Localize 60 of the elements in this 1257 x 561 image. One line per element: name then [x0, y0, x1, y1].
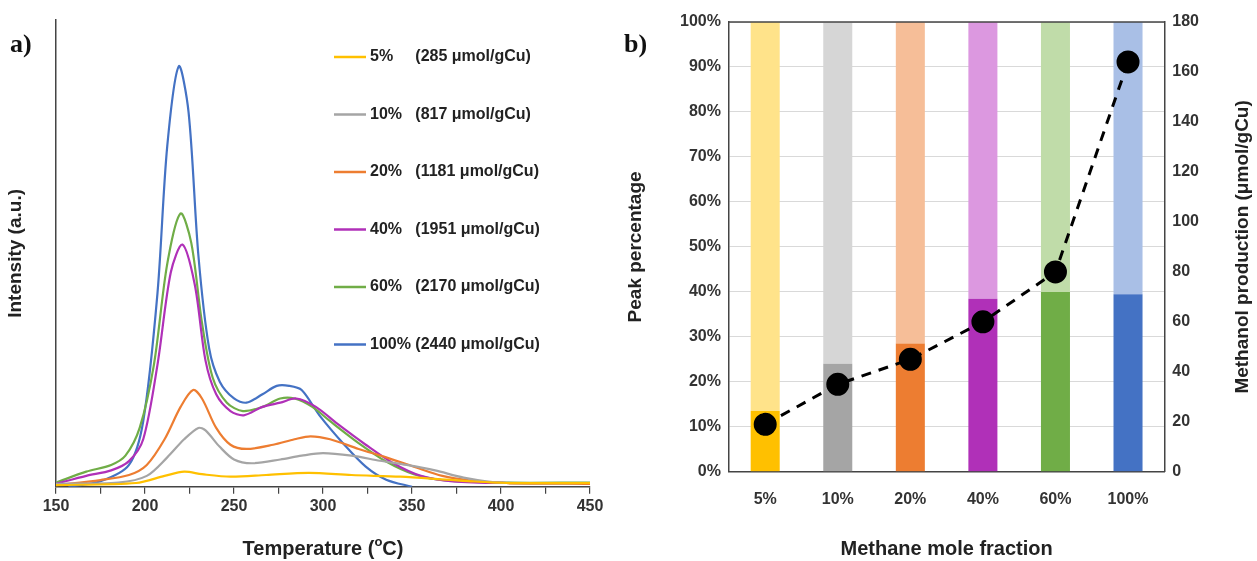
y2-tick-label: 120	[1172, 162, 1200, 180]
bar	[1113, 22, 1143, 295]
y2-tick-label: 160	[1172, 62, 1200, 80]
point	[1116, 50, 1140, 74]
legend-label: 5% (285 μmol/gCu)	[370, 47, 531, 65]
y2-tick-label: 80	[1172, 262, 1191, 280]
legend-label: 10% (817 μmol/gCu)	[370, 104, 531, 122]
bar	[1113, 294, 1143, 472]
y2-tick-label: 140	[1172, 112, 1200, 130]
y-tick-label: 0%	[697, 462, 721, 480]
x-axis-title: Methane mole fraction	[840, 536, 1053, 559]
y2-tick-label: 180	[1172, 12, 1200, 30]
y2-tick-label: 20	[1172, 412, 1191, 430]
legend-label: 40% (1951 μmol/gCu)	[370, 219, 540, 237]
y-tick-label: 90%	[688, 57, 721, 75]
x-tick-label: 5%	[753, 489, 777, 507]
point	[753, 412, 777, 436]
y-tick-label: 70%	[688, 147, 721, 165]
chart-title: b)	[624, 28, 648, 58]
chart-title: a)	[10, 28, 32, 58]
y-tick-label: 40%	[688, 282, 721, 300]
bar	[750, 22, 780, 412]
x-tick-label: 100%	[1107, 489, 1149, 507]
x-tick-label: 400	[487, 496, 515, 514]
point	[898, 347, 922, 371]
y2-tick-label: 100	[1172, 212, 1200, 230]
x-tick-label: 300	[309, 496, 337, 514]
y2-axis-title: Methanol production (μmol/gCu)	[1231, 100, 1253, 394]
y-tick-label: 60%	[688, 192, 721, 210]
x-tick-label: 350	[398, 496, 426, 514]
y-tick-label: 10%	[688, 417, 721, 435]
y2-tick-label: 60	[1172, 312, 1191, 330]
point	[826, 372, 850, 396]
x-tick-label: 60%	[1039, 489, 1072, 507]
legend-label: 100% (2440 μmol/gCu)	[370, 334, 540, 352]
legend-label: 60% (2170 μmol/gCu)	[370, 277, 540, 295]
y2-tick-label: 0	[1172, 462, 1182, 480]
bar	[1040, 22, 1070, 292]
bar	[895, 22, 925, 344]
y-tick-label: 80%	[688, 102, 721, 120]
y-tick-label: 30%	[688, 327, 721, 345]
y-tick-label: 20%	[688, 372, 721, 390]
x-tick-label: 250	[220, 496, 248, 514]
bar	[1040, 291, 1070, 472]
x-tick-label: 20%	[894, 489, 927, 507]
x-tick-label: 40%	[966, 489, 999, 507]
x-tick-label: 10%	[821, 489, 854, 507]
x-tick-label: 200	[131, 496, 159, 514]
y-tick-label: 100%	[680, 12, 721, 30]
y2-tick-label: 40	[1172, 362, 1191, 380]
y-axis-title: Intensity (a.u.)	[4, 189, 26, 318]
y-axis-title: Peak percentage	[624, 171, 646, 323]
point	[971, 310, 995, 334]
y-tick-label: 50%	[688, 237, 721, 255]
legend-label: 20% (1181 μmol/gCu)	[370, 162, 539, 180]
bar	[968, 298, 998, 472]
x-tick-label: 150	[42, 496, 70, 514]
x-tick-label: 450	[576, 496, 604, 514]
bar	[968, 22, 998, 299]
point	[1043, 260, 1067, 284]
